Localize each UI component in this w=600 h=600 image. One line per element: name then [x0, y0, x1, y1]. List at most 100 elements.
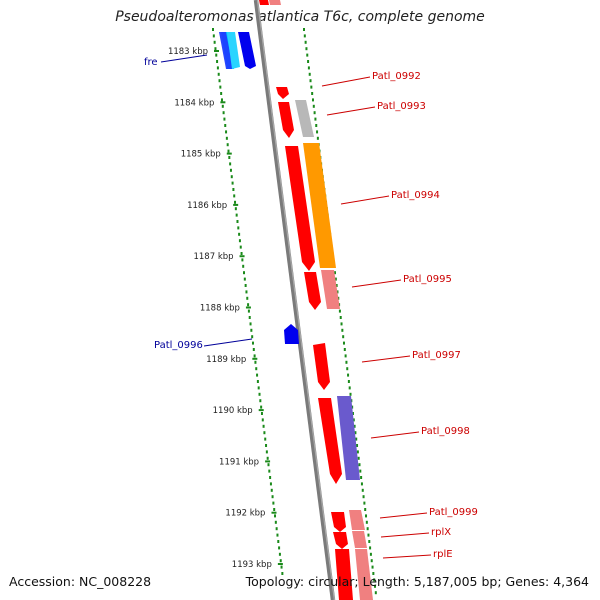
gc-skew-dot [247, 303, 250, 307]
gc-skew-dot [355, 437, 358, 441]
gene-feature-patl-0995-red[interactable] [304, 272, 321, 310]
gc-skew-dot [347, 380, 350, 383]
gc-skew-dot [368, 540, 371, 543]
tick-label: 1184 kbp [174, 98, 214, 108]
gc-skew-dot [311, 98, 314, 102]
gc-skew-dot [214, 47, 217, 51]
gene-feature-patl-0994[interactable] [303, 143, 336, 268]
gene-feature-top-b[interactable] [269, 0, 281, 5]
gc-skew-dot [307, 66, 310, 70]
gene-feature-patl-0997[interactable] [313, 343, 330, 390]
gene-feature-patl-0992[interactable] [276, 87, 289, 99]
tick-label: 1188 kbp [200, 304, 240, 314]
tick-label: 1187 kbp [193, 252, 233, 262]
gene-feature-patl-0994-red[interactable] [285, 146, 315, 271]
gene-label-patl-0997[interactable]: Patl_0997 [412, 350, 461, 361]
gene-feature-patl-0998-red[interactable] [318, 398, 342, 484]
gc-skew-track-left [212, 28, 284, 575]
gene-feature-rplx[interactable] [352, 531, 367, 548]
gene-feature-fre-blue-a[interactable] [219, 32, 233, 69]
gc-skew-dot [280, 565, 283, 569]
tick-label: 1190 kbp [213, 406, 253, 416]
gene-label-patl-0995[interactable]: Patl_0995 [403, 274, 452, 285]
gene-label-patl-0996[interactable]: Patl_0996 [154, 340, 203, 351]
gc-skew-dot [230, 175, 233, 179]
gene-feature-rplx-red[interactable] [333, 532, 348, 549]
gc-skew-dot [267, 463, 270, 467]
gene-label-rple[interactable]: rplE [433, 549, 453, 560]
gene-feature-patl-0993[interactable] [295, 100, 314, 137]
gc-skew-dot [272, 501, 275, 505]
gc-skew-dot [255, 367, 258, 371]
gc-skew-dot [228, 156, 231, 159]
gc-skew-dot [229, 162, 232, 166]
gc-skew-dot [274, 514, 277, 518]
gc-skew-dot [305, 47, 308, 51]
gc-skew-dot [371, 565, 374, 569]
gc-skew-dot [260, 405, 263, 409]
gc-skew-dot [345, 360, 348, 364]
gc-skew-dot [235, 213, 238, 217]
gc-skew-dot [238, 232, 241, 236]
tick-label: 1192 kbp [225, 509, 265, 519]
gc-skew-dot [271, 495, 274, 499]
gc-skew-dot [234, 207, 237, 211]
gc-skew-dot [258, 392, 261, 396]
gc-skew-dot [262, 424, 265, 428]
gene-label-fre[interactable]: fre [144, 57, 158, 68]
tick-label: 1189 kbp [206, 355, 246, 365]
gene-feature-patl-0998[interactable] [337, 396, 360, 480]
gc-skew-dot [221, 104, 224, 108]
gc-skew-dot [281, 572, 284, 575]
gc-skew-dot [226, 143, 229, 147]
gene-label-patl-0999[interactable]: Patl_0999 [429, 507, 478, 518]
gc-skew-dot [254, 360, 257, 364]
gc-skew-dot [256, 380, 259, 383]
gc-skew-dot [251, 341, 254, 345]
gc-skew-dot [361, 488, 364, 492]
gene-feature-patl-0996[interactable] [284, 324, 299, 344]
gene-labels: fre Patl_0992 Patl_0993 Patl_0994 Patl_0… [144, 57, 478, 560]
gene-feature-patl-0999[interactable] [349, 510, 365, 530]
gc-skew-dot [278, 552, 281, 556]
gene-label-rplx[interactable]: rplX [431, 527, 451, 538]
gene-feature-fre-blue[interactable] [238, 32, 256, 69]
gene-label-patl-0998[interactable]: Patl_0998 [421, 426, 470, 437]
gc-skew-dot [225, 136, 228, 140]
gc-skew-dot [348, 386, 351, 390]
gene-feature-top-a[interactable] [259, 0, 269, 5]
gc-skew-dot [303, 34, 306, 38]
gc-skew-dot [274, 520, 277, 524]
gc-skew-dot [212, 28, 214, 31]
gc-skew-dot [340, 322, 343, 326]
gene-feature-rple-red[interactable] [335, 549, 353, 600]
gc-skew-dot [370, 559, 373, 563]
gc-skew-dot [232, 188, 235, 191]
gc-skew-dot [356, 444, 359, 447]
gc-skew-dot [249, 322, 252, 326]
gc-skew-dot [260, 412, 263, 415]
gene-feature-patl-0995[interactable] [321, 270, 340, 309]
gene-feature-rple[interactable] [355, 549, 373, 600]
gc-skew-dot [269, 476, 272, 479]
accession-text: Accession: NC_008228 [9, 574, 152, 589]
gc-skew-dot [240, 252, 243, 255]
gc-skew-dot [336, 290, 339, 294]
gc-skew-dot [279, 559, 282, 563]
gene-feature-patl-0993-red[interactable] [278, 102, 294, 138]
gene-label-patl-0994[interactable]: Patl_0994 [391, 190, 440, 201]
gc-skew-dot [265, 450, 268, 454]
gc-skew-dot [344, 354, 347, 358]
gene-label-patl-0993[interactable]: Patl_0993 [377, 101, 426, 112]
gc-skew-dot [216, 60, 219, 63]
gc-skew-dot [316, 130, 319, 134]
gene-feature-patl-0999-red[interactable] [331, 512, 346, 532]
gene-feature-fre-cyan-b[interactable] [227, 32, 240, 69]
gc-skew-dot [239, 245, 242, 249]
gc-skew-dot [356, 450, 359, 454]
gc-skew-dot [212, 34, 215, 38]
gc-skew-dot [265, 444, 268, 447]
gc-skew-dot [365, 514, 368, 518]
gene-label-patl-0992[interactable]: Patl_0992 [372, 71, 421, 82]
